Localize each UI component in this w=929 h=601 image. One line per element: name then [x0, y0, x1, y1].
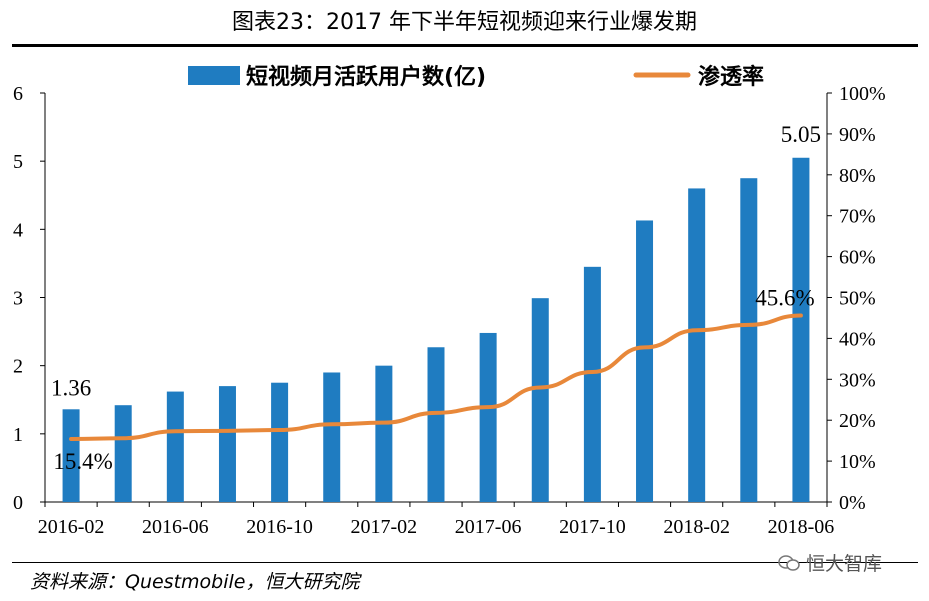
- wechat-icon: [778, 554, 800, 571]
- legend-bar-label: 短视频月活跃用户数(亿): [246, 64, 486, 90]
- line-series: [69, 313, 803, 442]
- x-tick-label: 2017-10: [559, 516, 626, 538]
- bar-series: [62, 157, 810, 503]
- left-tick-label: 0: [13, 492, 23, 514]
- bar: [62, 409, 80, 502]
- right-tick-label: 60%: [839, 247, 876, 269]
- bar: [218, 386, 236, 502]
- bar: [114, 405, 132, 502]
- right-tick-label: 40%: [839, 328, 876, 350]
- bar: [323, 372, 341, 502]
- bar: [427, 347, 445, 502]
- right-tick-label: 50%: [839, 288, 876, 310]
- legend: 短视频月活跃用户数(亿) 渗透率: [188, 64, 764, 90]
- right-tick-label: 0%: [839, 492, 866, 514]
- x-tick-label: 2018-06: [768, 516, 835, 538]
- x-tick-label: 2016-02: [38, 516, 105, 538]
- bar: [636, 220, 654, 502]
- last-bar-label: 5.05: [781, 122, 821, 147]
- right-tick-label: 80%: [839, 165, 876, 187]
- bar: [740, 178, 758, 503]
- x-tick-label: 2016-06: [142, 516, 209, 538]
- watermark-text: 恒大智库: [806, 553, 883, 575]
- right-tick-label: 30%: [839, 369, 876, 391]
- left-tick-label: 3: [13, 288, 23, 310]
- penetration-line: [69, 313, 803, 442]
- bar: [166, 391, 184, 502]
- bar: [792, 157, 810, 502]
- right-tick-label: 90%: [839, 124, 876, 146]
- annotations: 1.36 15.4% 5.05 45.6%: [51, 122, 821, 474]
- chart-title: 图表23：2017 年下半年短视频迎来行业爆发期: [232, 10, 697, 35]
- last-line-label: 45.6%: [755, 285, 814, 310]
- source-note: 资料来源：Questmobile，恒大研究院: [30, 571, 360, 593]
- left-tick-label: 2: [13, 356, 23, 378]
- combo-chart: 01234560%10%20%30%40%50%60%70%80%90%100%…: [13, 64, 886, 538]
- title-divider: [12, 44, 918, 47]
- watermark: 恒大智库: [778, 549, 882, 576]
- right-tick-label: 20%: [839, 410, 876, 432]
- x-tick-label: 2017-02: [351, 516, 418, 538]
- bar: [271, 382, 289, 502]
- bar: [531, 298, 549, 502]
- legend-line-label: 渗透率: [698, 64, 764, 90]
- bar: [479, 332, 497, 502]
- right-tick-label: 10%: [839, 451, 876, 473]
- first-line-label: 15.4%: [53, 449, 112, 474]
- left-tick-label: 1: [13, 424, 23, 446]
- x-tick-label: 2016-10: [246, 516, 313, 538]
- bar: [688, 188, 706, 502]
- first-bar-label: 1.36: [51, 375, 91, 400]
- left-tick-label: 4: [13, 219, 23, 241]
- x-tick-label: 2017-06: [455, 516, 522, 538]
- bar: [375, 365, 393, 502]
- x-tick-label: 2018-02: [663, 516, 730, 538]
- right-tick-label: 100%: [839, 83, 886, 105]
- left-tick-label: 6: [13, 83, 23, 105]
- left-tick-label: 5: [13, 151, 23, 173]
- legend-bar-swatch: [188, 66, 240, 85]
- footer-divider: [12, 562, 918, 563]
- right-tick-label: 70%: [839, 206, 876, 228]
- axes: 01234560%10%20%30%40%50%60%70%80%90%100%…: [13, 83, 886, 538]
- bar: [583, 266, 601, 502]
